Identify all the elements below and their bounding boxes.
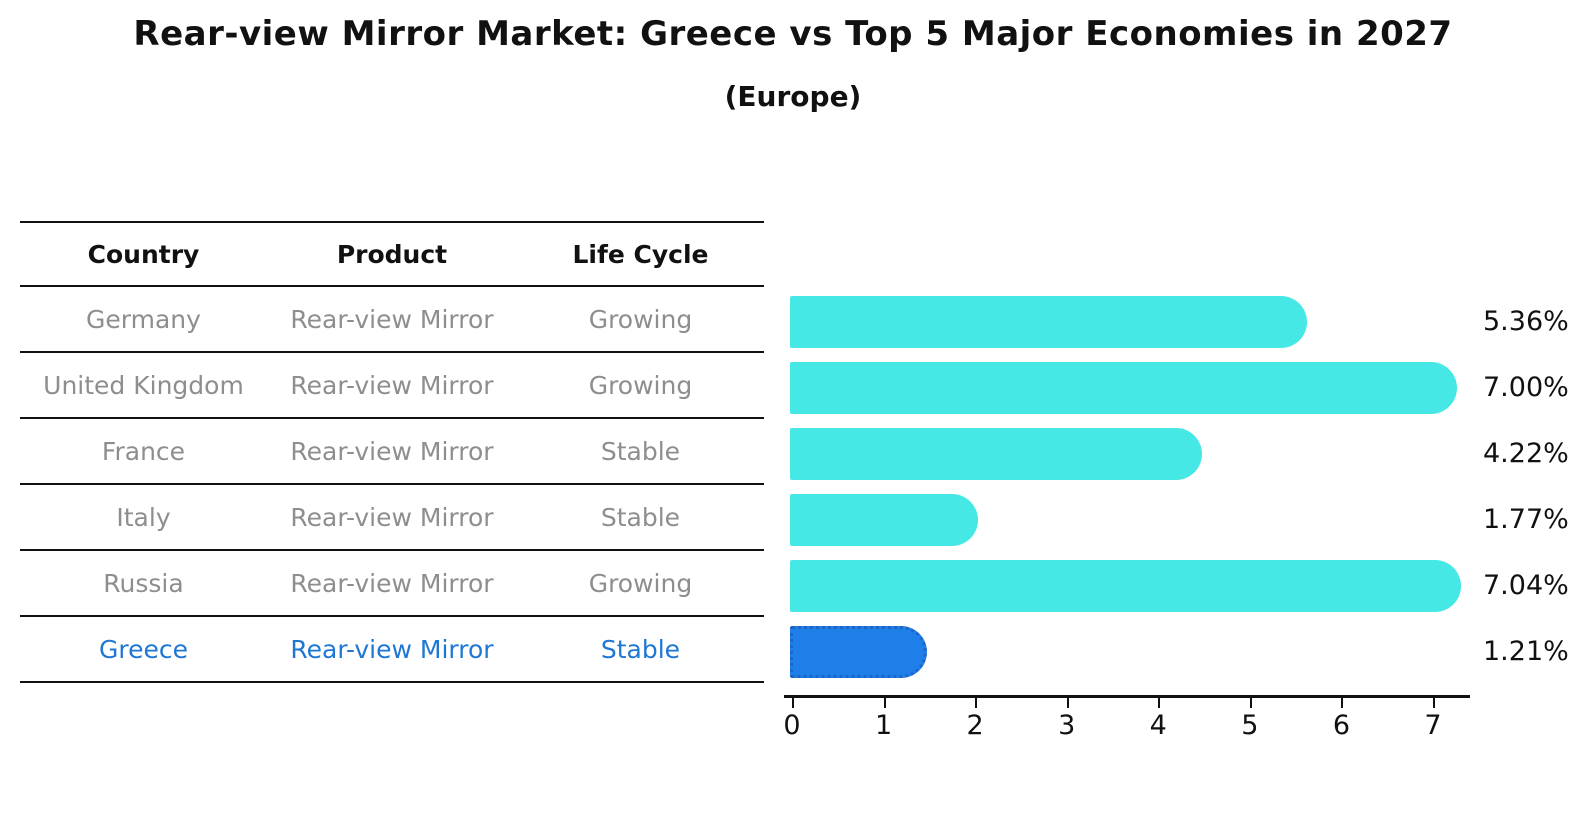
x-axis-tick xyxy=(1249,698,1252,708)
bar-row: 7.00% xyxy=(784,355,1569,421)
table-row: Russia Rear-view Mirror Growing xyxy=(20,551,764,617)
bar-value-label: 7.04% xyxy=(1483,570,1569,601)
cell-life-cycle: Growing xyxy=(588,568,693,598)
cell-life-cycle: Stable xyxy=(600,502,681,532)
chart-title: Rear-view Mirror Market: Greece vs Top 5… xyxy=(133,14,1453,54)
x-axis-tick-label: 6 xyxy=(1332,710,1350,741)
x-axis-tick xyxy=(883,698,886,708)
x-axis-tick-label: 3 xyxy=(1058,710,1076,741)
table-header-life-cycle: Life Cycle xyxy=(572,239,709,269)
cell-product: Rear-view Mirror xyxy=(290,568,494,598)
bar-chart: 5.36% 7.00% 4.22% 1.77% 7.04% 1.21% 0 1 2 3 4 5 6 7 xyxy=(783,289,1569,769)
cell-life-cycle: Stable xyxy=(600,436,681,466)
cell-country: France xyxy=(101,436,186,466)
bar xyxy=(790,560,1461,612)
bar-value-label: 1.77% xyxy=(1483,504,1569,535)
table-body: Germany Rear-view Mirror Growing United Kin… xyxy=(20,287,764,683)
bar-row: 4.22% xyxy=(784,421,1569,487)
x-axis-tick xyxy=(1432,698,1435,708)
bar-value-label: 5.36% xyxy=(1483,306,1569,337)
bar-row: 7.04% xyxy=(784,553,1569,619)
x-axis-tick xyxy=(975,698,978,708)
x-axis-tick-label: 5 xyxy=(1241,710,1259,741)
cell-product: Rear-view Mirror xyxy=(290,436,494,466)
cell-country: Russia xyxy=(103,568,184,598)
bar-row: 1.77% xyxy=(784,487,1569,553)
bar-row: 1.21% xyxy=(784,619,1569,685)
x-axis-tick-label: 2 xyxy=(966,710,984,741)
cell-product: Rear-view Mirror xyxy=(290,304,494,334)
cell-country: United Kingdom xyxy=(43,370,244,400)
cell-life-cycle: Growing xyxy=(588,370,693,400)
x-axis-line xyxy=(784,695,1470,698)
cell-product: Rear-view Mirror xyxy=(290,502,494,532)
bar-row: 5.36% xyxy=(784,289,1569,355)
table-row: Germany Rear-view Mirror Growing xyxy=(20,287,764,353)
x-axis-tick-label: 4 xyxy=(1149,710,1167,741)
cell-country: Italy xyxy=(116,502,171,532)
x-axis-tick xyxy=(1158,698,1161,708)
table-row: United Kingdom Rear-view Mirror Growing xyxy=(20,353,764,419)
bar-value-label: 4.22% xyxy=(1483,438,1569,469)
x-axis-tick-label: 1 xyxy=(874,710,893,741)
x-axis-tick xyxy=(1066,698,1069,708)
cell-life-cycle: Growing xyxy=(588,304,693,334)
x-axis-tick-label: 7 xyxy=(1424,710,1442,741)
x-axis-tick-label: 0 xyxy=(783,710,801,741)
table-header-country: Country xyxy=(87,239,200,269)
bar xyxy=(790,428,1203,480)
table-header-row: Country Product Life Cycle xyxy=(20,221,764,287)
cell-product: Rear-view Mirror xyxy=(290,634,494,664)
cell-product: Rear-view Mirror xyxy=(290,370,494,400)
x-axis-tick xyxy=(1341,698,1344,708)
country-table: Country Product Life Cycle Germany Rear-v… xyxy=(20,221,764,683)
cell-country: Greece xyxy=(99,634,188,664)
bar xyxy=(790,296,1307,348)
table-row: Greece Rear-view Mirror Stable xyxy=(20,617,764,683)
bar-value-label: 1.21% xyxy=(1483,636,1569,667)
bar xyxy=(790,494,979,546)
chart-subtitle: (Europe) xyxy=(724,80,862,113)
bar-greece-highlighted xyxy=(790,626,927,678)
table-row: Italy Rear-view Mirror Stable xyxy=(20,485,764,551)
bar-value-label: 7.00% xyxy=(1483,372,1569,403)
cell-country: Germany xyxy=(86,304,201,334)
table-header-product: Product xyxy=(336,239,448,269)
x-axis-tick xyxy=(792,698,794,708)
table-row: France Rear-view Mirror Stable xyxy=(20,419,764,485)
cell-life-cycle: Stable xyxy=(600,634,681,664)
bar xyxy=(790,362,1457,414)
